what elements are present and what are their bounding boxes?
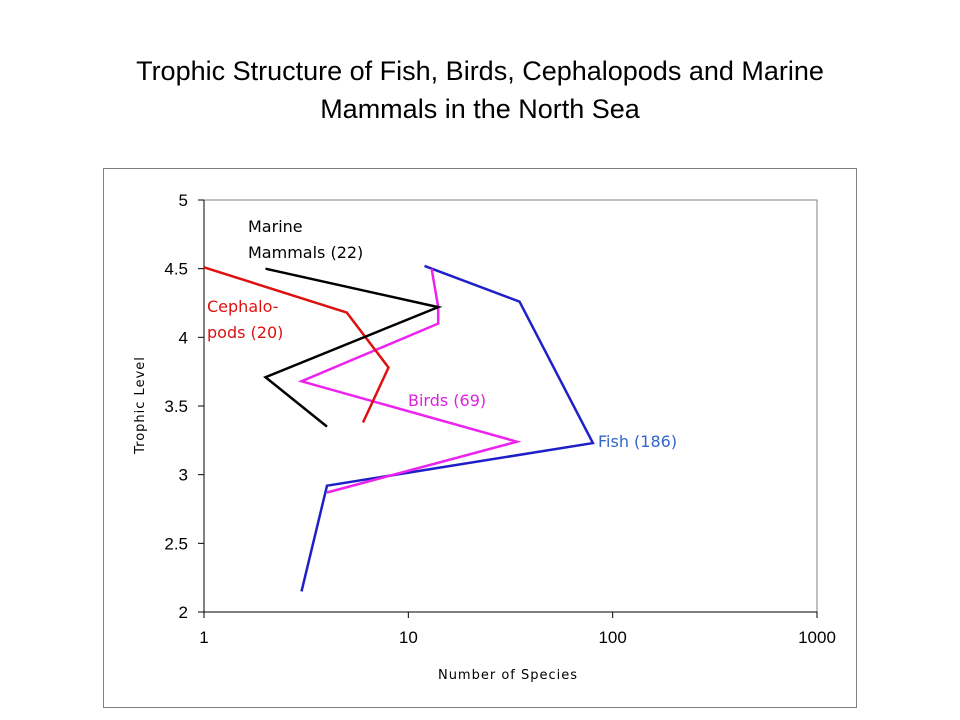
- chart-area: [103, 168, 857, 708]
- series-label-mammals-line-1: Marine: [248, 217, 303, 236]
- series-line-marine-mammals: [263, 267, 443, 428]
- x-tick-label: 10: [399, 628, 418, 647]
- y-tick-label: 5: [179, 191, 188, 210]
- series-label-cephalopods-line-2: pods (20): [207, 323, 283, 342]
- x-tick-label: 1000: [798, 628, 836, 647]
- series-label-birds: Birds (69): [408, 391, 486, 410]
- y-tick-label: 4: [179, 328, 188, 347]
- series-label-fish: Fish (186): [598, 432, 677, 451]
- y-tick-label: 3: [179, 466, 188, 485]
- series-label-mammals-line-2: Mammals (22): [248, 243, 363, 262]
- x-tick-label: 1: [199, 628, 208, 647]
- series-line-birds: [297, 268, 522, 494]
- chart-title-line-1: Trophic Structure of Fish, Birds, Cephal…: [136, 56, 824, 86]
- series-line-fish: [300, 264, 595, 592]
- axis-ticks: 2 2.5 3 3.5 4 4.5 5 1 10 100 1000: [164, 191, 836, 647]
- chart-title: Trophic Structure of Fish, Birds, Cephal…: [40, 52, 920, 128]
- y-tick-label: 4.5: [164, 260, 188, 279]
- y-axis-title: Trophic Level: [133, 356, 148, 455]
- y-tick-label: 2: [179, 603, 188, 622]
- x-tick-label: 100: [598, 628, 626, 647]
- series-label-cephalopods-line-1: Cephalo-: [207, 297, 278, 316]
- chart-title-line-2: Mammals in the North Sea: [320, 94, 640, 124]
- y-tick-label: 2.5: [164, 534, 188, 553]
- x-axis-title: Number of Species: [438, 668, 578, 683]
- y-tick-label: 3.5: [164, 397, 188, 416]
- series-lines: [203, 264, 595, 592]
- series-line-cephalopods: [203, 266, 390, 424]
